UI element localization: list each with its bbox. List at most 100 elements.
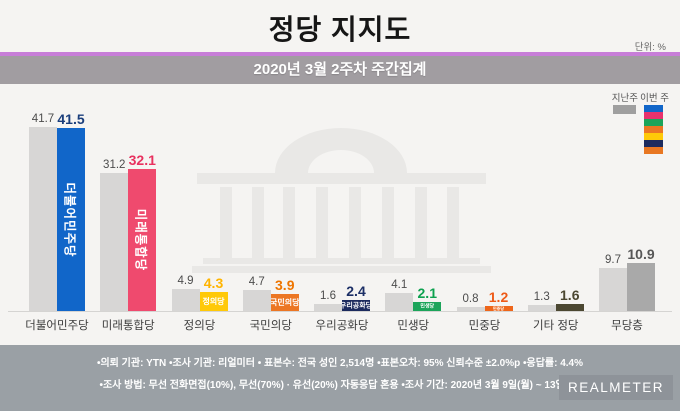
party-logo: 정의당 (202, 296, 225, 306)
this-week-bar: 정의당 (199, 292, 228, 311)
building-column (382, 187, 394, 258)
chart-baseline (8, 311, 672, 312)
subtitle-band: 2020년 3월 2주차 주간집계 (0, 56, 680, 84)
legend-color-stripe (644, 119, 663, 126)
building-column (220, 187, 232, 258)
this-week-bar: 민생당 (413, 302, 442, 311)
this-week-bar: 더불어민주당 (57, 128, 85, 311)
bar-group-국민의당: 4.7 3.9 국민의당 (242, 275, 299, 311)
building-step (192, 266, 491, 273)
this-week-value: 1.6 (560, 287, 580, 303)
last-week-value: 4.7 (248, 275, 265, 288)
last-week-column: 0.8 (456, 293, 485, 311)
bar-group-기타 정당: 1.3 1.6 (527, 287, 584, 311)
last-week-column: 9.7 (599, 253, 627, 311)
unit-label: 단위: % (634, 42, 666, 53)
party-logo: 미래통합당 (133, 208, 148, 272)
building-column (252, 187, 264, 258)
party-logo: 민중당 (492, 306, 505, 311)
this-week-value: 2.1 (417, 285, 437, 301)
category-label: 미래통합당 (101, 320, 155, 332)
last-week-bar (599, 268, 627, 311)
last-week-bar (242, 290, 271, 311)
building-column (415, 187, 427, 258)
legend-color-stripe (644, 140, 663, 147)
this-week-bar: 국민의당 (270, 294, 299, 311)
this-week-bar: 민중당 (484, 306, 513, 311)
this-week-value: 2.4 (346, 283, 366, 299)
last-week-column: 31.2 (100, 158, 129, 311)
last-week-column: 4.9 (171, 274, 200, 311)
last-week-bar (456, 307, 485, 311)
last-week-column: 4.7 (242, 275, 271, 311)
legend-label-this-week: 이번 주 (640, 93, 669, 104)
realmeter-logo: REALMETER (558, 375, 673, 400)
this-week-bar: 우리공화당 (342, 300, 370, 311)
this-week-value: 1.2 (488, 289, 509, 305)
legend-color-stripe (644, 133, 663, 140)
category-label: 국민의당 (249, 320, 292, 332)
last-week-bar (527, 305, 556, 311)
last-week-value: 4.1 (391, 278, 408, 291)
this-week-column: 2.1 민생당 (413, 285, 442, 311)
last-week-bar (385, 293, 414, 311)
this-week-column: 2.4 우리공화당 (342, 284, 370, 311)
last-week-bar (29, 127, 57, 311)
this-week-column: 4.3 정의당 (199, 275, 228, 311)
bar-group-미래통합당: 31.2 32.1 미래통합당 (100, 152, 157, 311)
accent-divider (0, 52, 680, 56)
building-column (349, 187, 361, 258)
last-week-bar (100, 173, 129, 311)
category-label: 정의당 (183, 320, 216, 332)
legend-label-last-week: 지난주 (611, 93, 638, 104)
survey-info-line2: •조사 방법: 무선 전화면접(10%), 무선(70%) · 유선(20%) … (99, 380, 581, 391)
category-label: 민중당 (468, 320, 501, 332)
last-week-value: 4.9 (177, 274, 194, 287)
this-week-column: 10.9 (627, 247, 655, 311)
bar-group-민중당: 0.8 1.2 민중당 (456, 289, 513, 311)
legend-swatch-last-week (613, 105, 636, 114)
category-label: 기타 정당 (532, 320, 579, 332)
this-week-value: 4.3 (203, 275, 224, 291)
bar-group-정의당: 4.9 4.3 정의당 (171, 274, 228, 311)
legend-color-stripe (644, 105, 663, 112)
last-week-value: 1.3 (533, 290, 550, 303)
legend-color-stripe (644, 126, 663, 133)
building-column (447, 187, 459, 258)
page-title: 정당 지지도 (268, 14, 412, 45)
last-week-value: 31.2 (103, 158, 126, 171)
last-week-value: 9.7 (605, 253, 621, 266)
this-week-column: 1.2 민중당 (484, 289, 513, 311)
this-week-column: 1.6 (555, 287, 584, 311)
building-step (203, 258, 480, 264)
legend-color-stripe (644, 112, 663, 119)
last-week-column: 4.1 (385, 278, 414, 311)
category-label: 무당층 (611, 320, 643, 332)
last-week-value: 1.6 (320, 289, 336, 302)
building-roof (197, 173, 486, 184)
this-week-value: 10.9 (627, 246, 655, 262)
building-column (283, 187, 295, 258)
last-week-bar (171, 289, 200, 311)
this-week-column: 41.5 더불어민주당 (57, 112, 85, 311)
bar-group-민생당: 4.1 2.1 민생당 (385, 278, 442, 311)
category-label: 우리공화당 (315, 320, 369, 332)
party-logo: 국민의당 (270, 297, 299, 307)
this-week-bar: 미래통합당 (128, 169, 157, 311)
party-logo: 더불어민주당 (62, 181, 77, 258)
bar-group-우리공화당: 1.6 2.4 우리공화당 (314, 284, 370, 311)
party-logo: 민생당 (420, 303, 435, 309)
legend-swatch-this-week (644, 105, 663, 154)
this-week-column: 3.9 국민의당 (270, 278, 299, 311)
this-week-column: 32.1 미래통합당 (128, 152, 157, 311)
footer-band: •의뢰 기관: YTN •조사 기관: 리얼미터 • 표본수: 전국 성인 2,… (0, 345, 680, 411)
last-week-bar (314, 304, 342, 311)
building-column (316, 187, 328, 258)
legend-color-stripe (644, 147, 663, 154)
chart-legend: 지난주 이번 주 (580, 90, 670, 156)
this-week-value: 32.1 (128, 152, 156, 168)
this-week-bar (627, 263, 655, 311)
this-week-value: 41.5 (57, 111, 85, 127)
survey-info-line1: •의뢰 기관: YTN •조사 기관: 리얼미터 • 표본수: 전국 성인 2,… (96, 358, 584, 369)
